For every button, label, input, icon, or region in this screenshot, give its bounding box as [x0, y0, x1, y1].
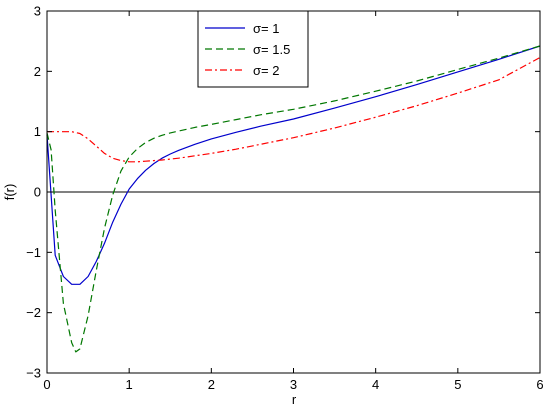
y-axis-label: f(r)	[2, 184, 17, 201]
x-tick-label: 5	[454, 377, 461, 392]
legend-label-1: σ= 1	[253, 21, 279, 36]
legend-label-2: σ= 1.5	[253, 42, 290, 57]
legend-label-3: σ= 2	[253, 63, 279, 78]
x-tick-label: 3	[290, 377, 297, 392]
x-tick-label: 0	[43, 377, 50, 392]
y-tick-label: −3	[26, 366, 41, 381]
x-tick-label: 6	[536, 377, 543, 392]
y-tick-label: 1	[34, 124, 41, 139]
x-tick-label: 1	[126, 377, 133, 392]
x-tick-label: 4	[372, 377, 379, 392]
y-tick-label: 2	[34, 64, 41, 79]
x-axis-label: r	[292, 392, 297, 407]
series-line-1	[46, 45, 541, 285]
series-line-2	[46, 45, 541, 353]
legend: σ= 1 σ= 1.5 σ= 2	[197, 10, 309, 88]
y-tick-label: −2	[26, 305, 41, 320]
axis-ticks: 0 1 2 3 4 5 6 −3 −2 −1 0 1 2 3	[26, 4, 543, 393]
y-tick-label: −1	[26, 245, 41, 260]
x-tick-label: 2	[208, 377, 215, 392]
y-tick-label: 0	[34, 185, 41, 200]
series-line-3	[47, 56, 541, 163]
y-tick-label: 3	[34, 4, 41, 19]
